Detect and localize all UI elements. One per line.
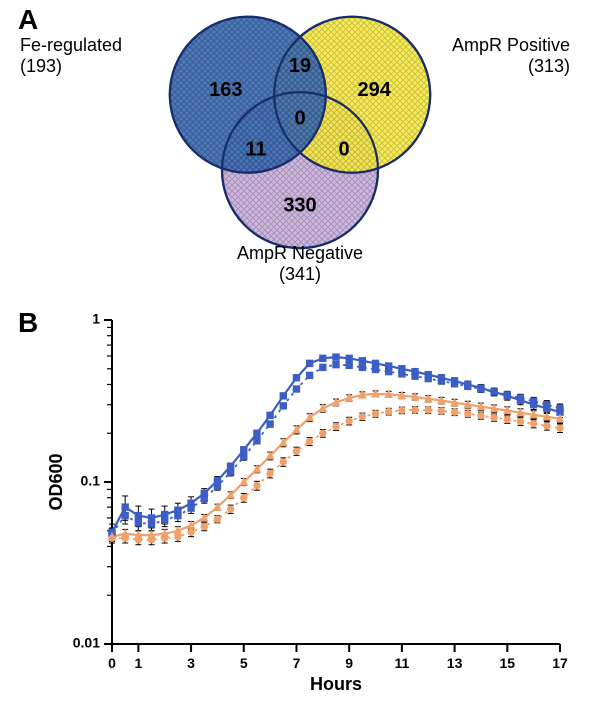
venn-label-neg: AmpR Negative (341): [220, 243, 380, 284]
panel-label-b: B: [18, 307, 38, 339]
svg-text:5: 5: [240, 655, 248, 671]
svg-text:19: 19: [289, 55, 311, 77]
svg-text:11: 11: [394, 655, 409, 671]
venn-diagram: 163294330191100 Fe-regulated (193) AmpR …: [40, 5, 560, 285]
svg-text:0: 0: [108, 655, 116, 671]
svg-text:3: 3: [187, 655, 195, 671]
svg-text:0: 0: [294, 107, 305, 129]
figure: A 163294330191100 Fe-regulated (193) Amp…: [0, 0, 596, 708]
svg-text:1: 1: [134, 655, 142, 671]
venn-label-neg-count: 341: [285, 264, 315, 284]
svg-text:9: 9: [345, 655, 353, 671]
svg-text:294: 294: [358, 79, 392, 101]
svg-text:1: 1: [92, 311, 100, 327]
chart-svg: 0.010.1101357911131517OD600Hours: [40, 310, 580, 700]
svg-text:0: 0: [339, 139, 350, 161]
svg-text:330: 330: [283, 194, 316, 216]
svg-text:0.1: 0.1: [81, 473, 101, 489]
venn-label-fe-count: 193: [26, 56, 56, 76]
svg-text:17: 17: [552, 655, 568, 671]
svg-text:7: 7: [293, 655, 301, 671]
svg-text:13: 13: [447, 655, 463, 671]
svg-text:15: 15: [500, 655, 516, 671]
svg-text:Hours: Hours: [310, 674, 362, 694]
venn-label-pos-count: 313: [534, 56, 564, 76]
growth-chart: 0.010.1101357911131517OD600Hours: [40, 310, 580, 700]
venn-label-fe: Fe-regulated (193): [20, 35, 180, 76]
venn-label-fe-name: Fe-regulated: [20, 35, 122, 55]
svg-text:11: 11: [245, 139, 266, 161]
venn-label-pos-name: AmpR Positive: [452, 35, 570, 55]
venn-label-neg-name: AmpR Negative: [237, 243, 363, 263]
svg-text:OD600: OD600: [46, 453, 66, 510]
svg-text:0.01: 0.01: [73, 635, 100, 651]
panel-label-a: A: [18, 4, 38, 36]
svg-text:163: 163: [209, 79, 242, 101]
venn-label-pos: AmpR Positive (313): [410, 35, 570, 76]
